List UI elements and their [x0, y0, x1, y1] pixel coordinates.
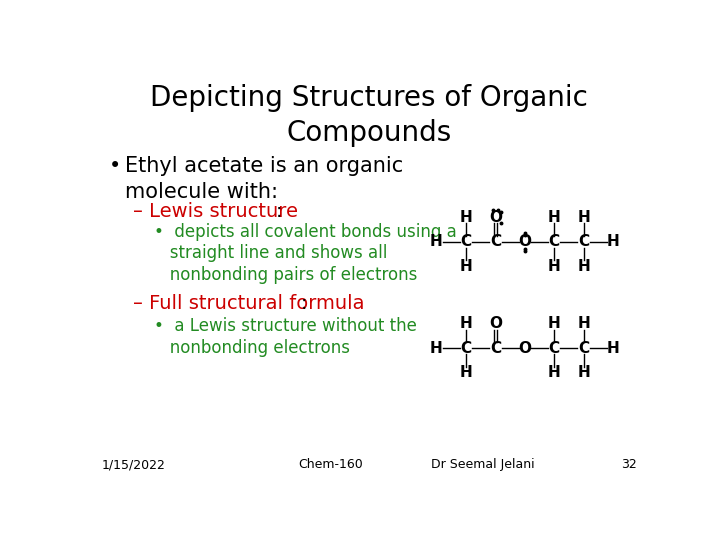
Text: H: H [459, 365, 472, 380]
Text: C: C [578, 341, 589, 356]
Text: C: C [549, 234, 559, 249]
Text: H: H [548, 210, 561, 225]
Text: H: H [459, 316, 472, 331]
Text: H: H [607, 341, 619, 356]
Text: •  depicts all covalent bonds using a: • depicts all covalent bonds using a [132, 222, 456, 241]
Text: C: C [549, 341, 559, 356]
Text: Depicting Structures of Organic
Compounds: Depicting Structures of Organic Compound… [150, 84, 588, 147]
Text: Chem-160: Chem-160 [298, 458, 363, 471]
Text: Ethyl acetate is an organic
molecule with:: Ethyl acetate is an organic molecule wit… [125, 156, 403, 202]
Text: H: H [430, 341, 443, 356]
Text: O: O [489, 210, 502, 225]
Text: 1/15/2022: 1/15/2022 [102, 458, 166, 471]
Text: •  a Lewis structure without the: • a Lewis structure without the [132, 318, 416, 335]
Text: C: C [490, 234, 501, 249]
Text: – Lewis structure: – Lewis structure [132, 202, 297, 221]
Text: O: O [489, 316, 502, 331]
Text: 32: 32 [621, 458, 636, 471]
Text: C: C [490, 341, 501, 356]
Text: O: O [518, 341, 531, 356]
Text: nonbonding pairs of electrons: nonbonding pairs of electrons [132, 266, 417, 284]
Text: H: H [577, 259, 590, 274]
Text: H: H [548, 316, 561, 331]
Text: H: H [577, 365, 590, 380]
Text: H: H [430, 234, 443, 249]
Text: H: H [577, 210, 590, 225]
Text: Dr Seemal Jelani: Dr Seemal Jelani [431, 458, 535, 471]
Text: nonbonding electrons: nonbonding electrons [132, 339, 350, 357]
Text: C: C [460, 341, 472, 356]
Text: :: : [301, 294, 307, 313]
Text: •: • [109, 156, 122, 176]
Text: H: H [548, 365, 561, 380]
Text: :: : [276, 202, 282, 221]
Text: C: C [578, 234, 589, 249]
Text: H: H [548, 259, 561, 274]
Text: C: C [460, 234, 472, 249]
Text: H: H [607, 234, 619, 249]
Text: H: H [459, 210, 472, 225]
Text: H: H [577, 316, 590, 331]
Text: straight line and shows all: straight line and shows all [132, 244, 387, 262]
Text: – Full structural formula: – Full structural formula [132, 294, 364, 313]
Text: O: O [518, 234, 531, 249]
Text: H: H [459, 259, 472, 274]
